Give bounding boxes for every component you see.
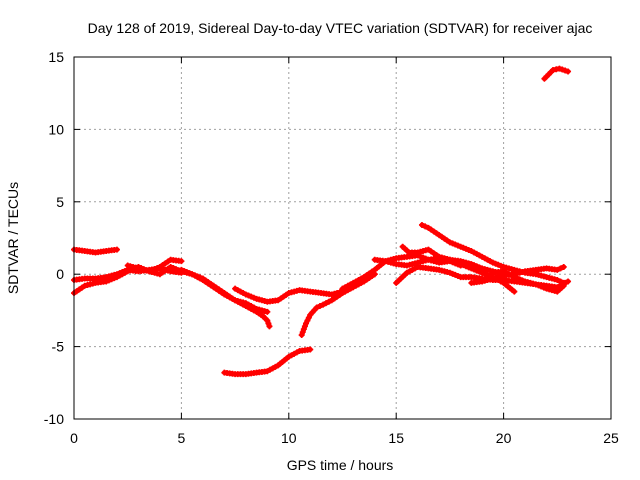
data-point	[313, 304, 320, 311]
data-point	[301, 323, 308, 330]
data-point	[560, 263, 567, 270]
series-segment-d	[124, 256, 185, 275]
axis-ticks	[73, 56, 612, 420]
x-tick-label: 5	[178, 430, 186, 446]
series-segment-p	[489, 268, 567, 295]
data-point	[554, 276, 561, 283]
data-point	[422, 223, 429, 230]
y-axis-title: SDTVAR / TECUs	[5, 182, 21, 294]
data-point	[316, 303, 323, 310]
data-point	[556, 65, 563, 72]
y-tick-label: 5	[56, 194, 64, 210]
x-axis-title: GPS time / hours	[287, 457, 394, 473]
data-point	[562, 67, 569, 74]
x-tick-label: 25	[603, 430, 619, 446]
y-tick-label: -5	[52, 339, 65, 355]
data-point	[299, 329, 306, 336]
data-point	[559, 66, 566, 73]
y-tick-label: 15	[48, 49, 64, 65]
y-tick-label: -10	[44, 411, 64, 427]
x-tick-label: 20	[496, 430, 512, 446]
y-tick-label: 10	[48, 121, 64, 137]
data-point	[298, 332, 305, 339]
data-point	[554, 266, 561, 273]
axis-tick-labels: 0 5 10 15 20 25 -10 -5 0 5 10 15	[44, 49, 619, 446]
data-point	[418, 221, 425, 228]
data-point	[511, 288, 518, 295]
series-segment-q	[541, 65, 572, 82]
data-point	[178, 258, 185, 265]
data-point	[264, 317, 271, 324]
data-point	[265, 320, 272, 327]
data-point	[557, 265, 564, 272]
x-tick-label: 10	[281, 430, 297, 446]
x-tick-label: 0	[70, 430, 78, 446]
series-segment-h	[221, 346, 314, 378]
data-point	[307, 346, 314, 353]
data-point	[565, 68, 572, 75]
y-tick-label: 0	[56, 266, 64, 282]
data-points	[71, 65, 572, 378]
plot-frame	[73, 56, 612, 420]
data-point	[300, 326, 307, 333]
series-segment-f	[178, 268, 273, 330]
data-point	[264, 308, 271, 315]
data-point	[557, 278, 564, 285]
chart-title: Day 128 of 2019, Sidereal Day-to-day VTE…	[88, 20, 593, 36]
series-segment-n	[418, 221, 567, 286]
data-point	[560, 282, 567, 289]
series-segment-a	[71, 246, 120, 256]
data-point	[565, 278, 572, 285]
data-point	[266, 323, 273, 330]
x-tick-label: 15	[388, 430, 404, 446]
data-point	[113, 246, 120, 253]
